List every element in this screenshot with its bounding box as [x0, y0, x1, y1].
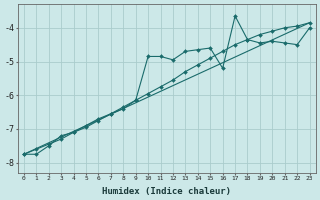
X-axis label: Humidex (Indice chaleur): Humidex (Indice chaleur): [102, 187, 231, 196]
